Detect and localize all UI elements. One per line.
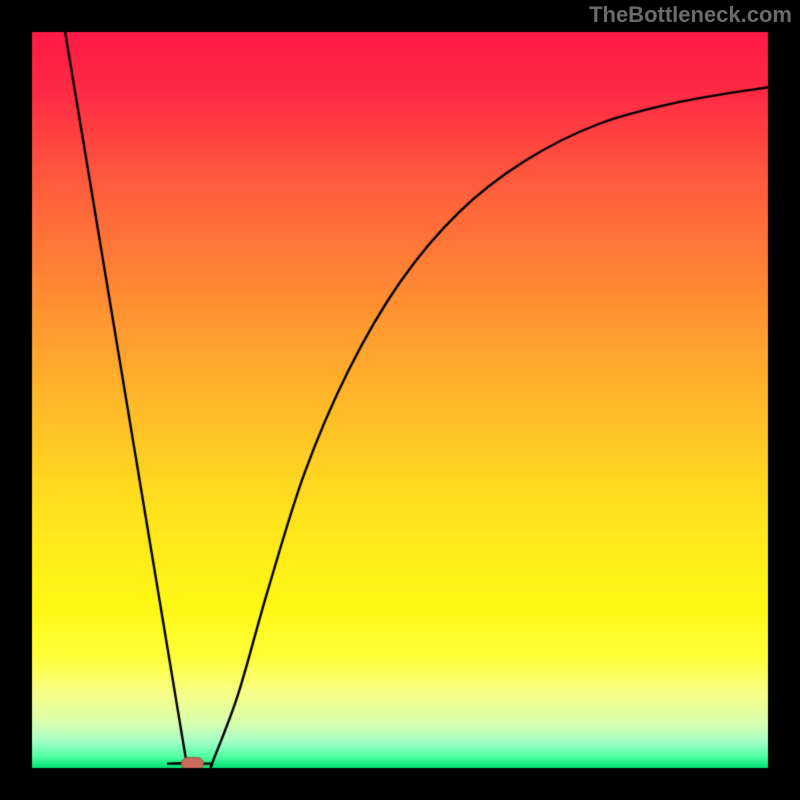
chart-container: TheBottleneck.com [0,0,800,800]
bottleneck-chart-canvas [0,0,800,800]
